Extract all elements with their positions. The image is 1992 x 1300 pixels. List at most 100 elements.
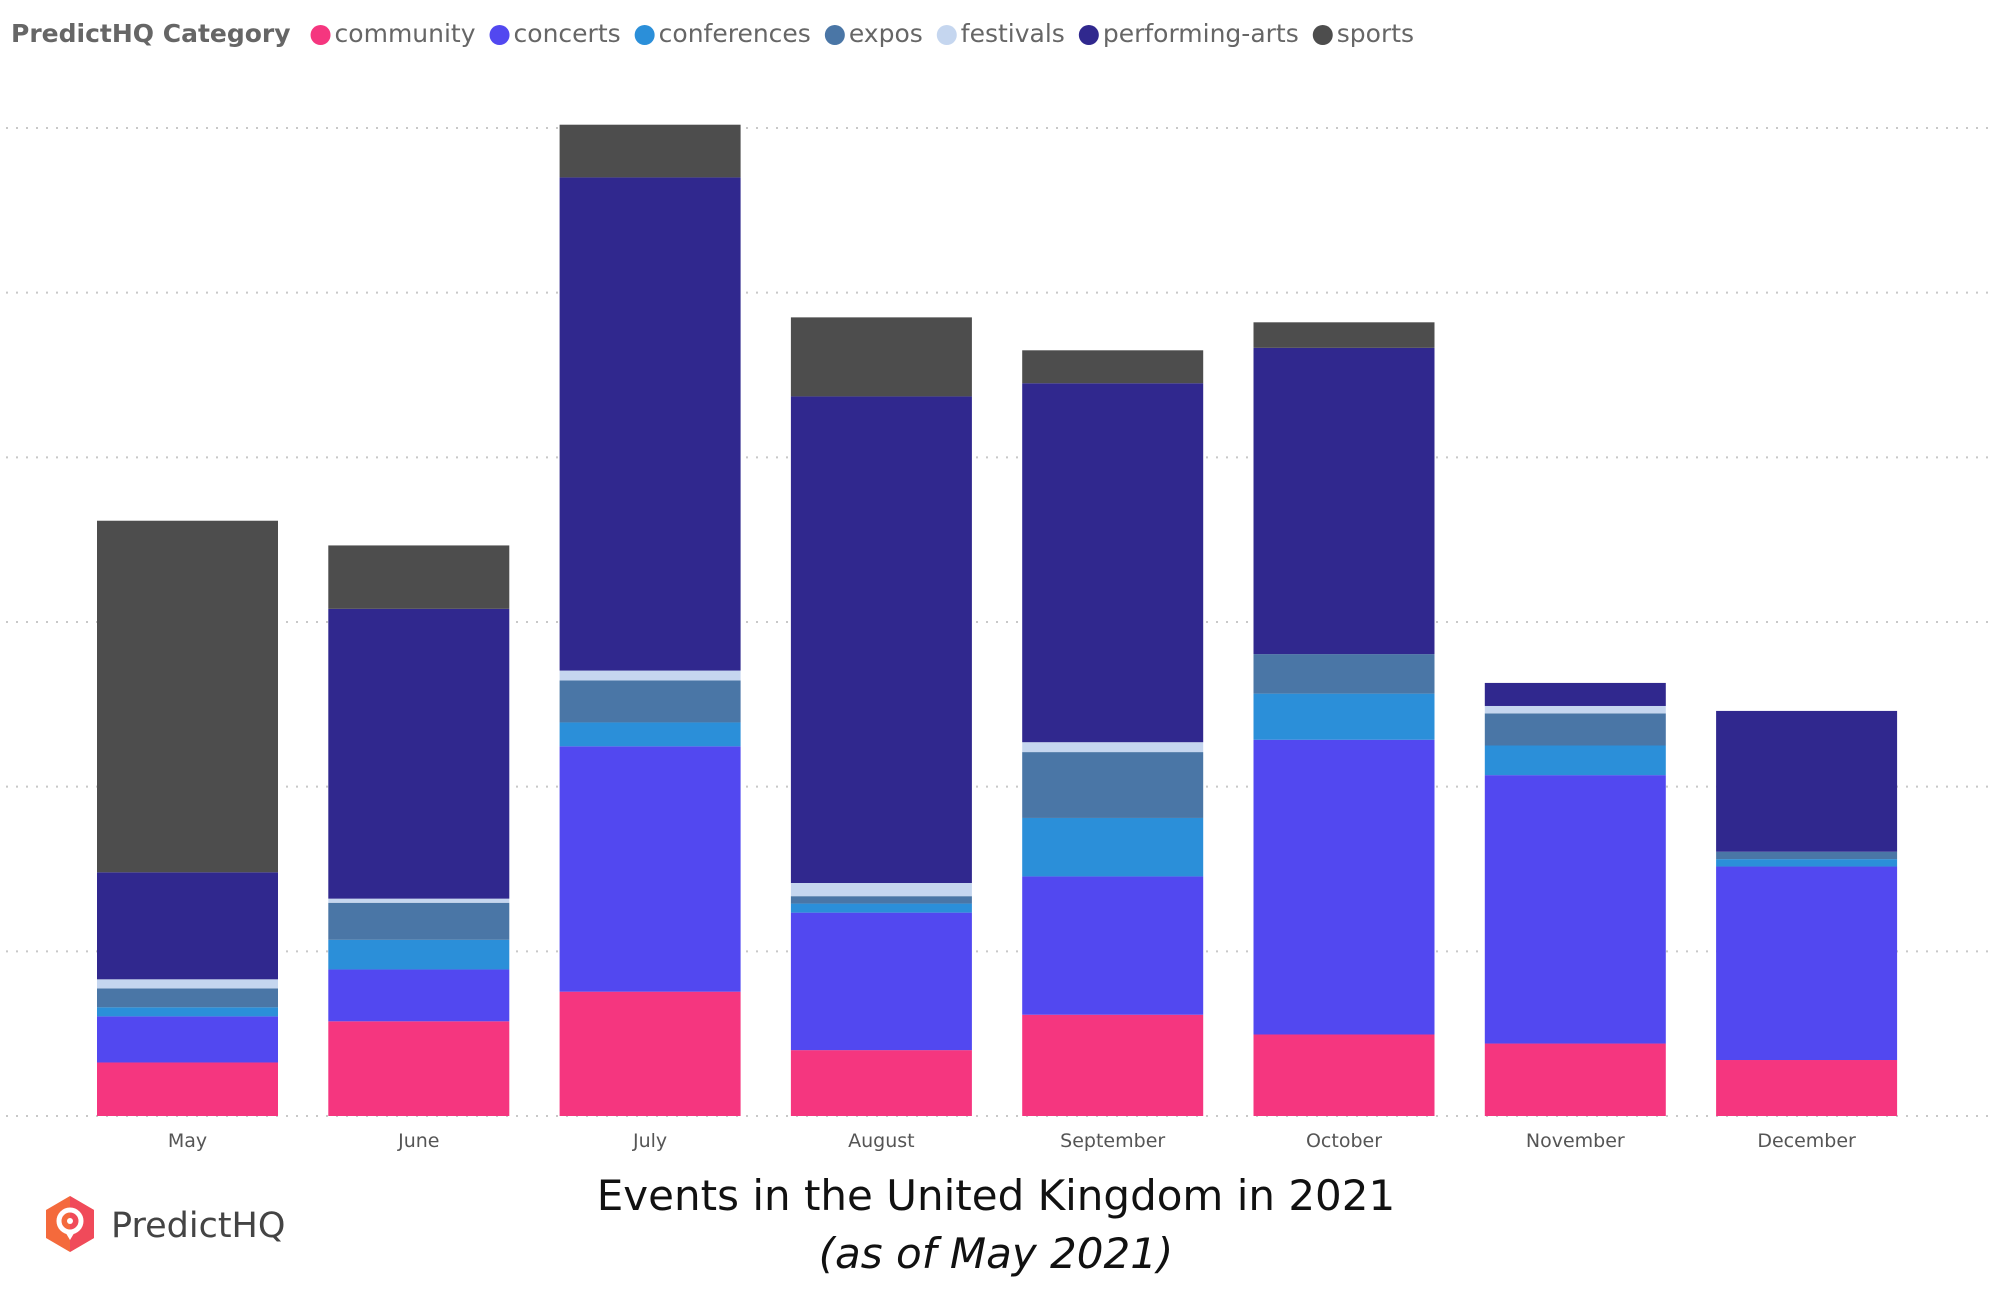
legend-label: community <box>335 19 476 48</box>
bar-segment-sports[interactable] <box>1253 322 1435 348</box>
bar-segment-sports[interactable] <box>328 545 510 609</box>
x-tick-label: October <box>1306 1130 1382 1152</box>
bar-segment-concerts[interactable] <box>559 746 741 992</box>
bar-group-october <box>1253 322 1435 1116</box>
x-tick-label: June <box>397 1130 439 1152</box>
bar-segment-sports[interactable] <box>559 124 741 178</box>
legend-marker-icon <box>824 25 845 45</box>
bar-segment-conferences[interactable] <box>1716 859 1898 867</box>
legend-label: concerts <box>514 19 621 48</box>
chart-title: Events in the United Kingdom in 2021 <box>597 1171 1395 1220</box>
bar-segment-concerts[interactable] <box>1484 775 1666 1044</box>
bar-segment-conferences[interactable] <box>1484 745 1666 776</box>
bar-segment-community[interactable] <box>328 1021 510 1116</box>
bar-segment-expos[interactable] <box>97 988 278 1008</box>
bar-segment-expos[interactable] <box>1716 851 1898 860</box>
legend-item-sports[interactable]: sports <box>1312 19 1414 48</box>
bar-segment-performing-arts[interactable] <box>97 872 278 980</box>
bar-segment-expos[interactable] <box>1253 654 1435 694</box>
x-tick-label: December <box>1757 1130 1856 1152</box>
bar-segment-expos[interactable] <box>1484 713 1666 746</box>
predicthq-logo-icon <box>46 1196 94 1252</box>
bar-segment-conferences[interactable] <box>97 1007 278 1017</box>
bar-segment-festivals[interactable] <box>97 979 278 989</box>
bar-group-december <box>1716 710 1898 1116</box>
bar-segment-community[interactable] <box>559 991 741 1116</box>
legend-marker-icon <box>1312 25 1333 45</box>
brand: PredictHQ <box>46 1196 285 1252</box>
bar-segment-expos[interactable] <box>790 896 972 904</box>
bar-segment-concerts[interactable] <box>1022 876 1204 1015</box>
bar-segment-community[interactable] <box>97 1062 278 1116</box>
bar-segment-concerts[interactable] <box>328 969 510 1022</box>
bar-segment-community[interactable] <box>1716 1060 1898 1116</box>
bar-segment-expos[interactable] <box>559 680 741 723</box>
bar-segment-festivals[interactable] <box>559 670 741 681</box>
bar-segment-concerts[interactable] <box>790 912 972 1051</box>
legend-item-conferences[interactable]: conferences <box>634 19 811 48</box>
legend-item-concerts[interactable]: concerts <box>489 19 621 48</box>
legend-marker-icon <box>489 25 510 45</box>
bar-segment-concerts[interactable] <box>1253 739 1435 1035</box>
legend-item-festivals[interactable]: festivals <box>936 19 1065 48</box>
bar-segment-concerts[interactable] <box>1716 866 1898 1061</box>
bar-segment-festivals[interactable] <box>1022 742 1204 753</box>
bar-segment-festivals[interactable] <box>790 882 972 897</box>
bar-segment-concerts[interactable] <box>97 1016 278 1063</box>
bar-group-june <box>328 545 510 1116</box>
legend-marker-icon <box>634 25 655 45</box>
bar-group-november <box>1484 682 1666 1116</box>
x-tick-label: July <box>632 1130 667 1152</box>
legend-item-expos[interactable]: expos <box>824 19 923 48</box>
bar-segment-sports[interactable] <box>1022 350 1204 384</box>
x-tick-label: September <box>1060 1130 1165 1152</box>
chart-subtitle: (as of May 2021) <box>819 1229 1174 1278</box>
bar-segment-performing-arts[interactable] <box>790 396 972 883</box>
bar-segment-expos[interactable] <box>328 902 510 940</box>
bar-segment-sports[interactable] <box>97 520 278 873</box>
bar-segment-conferences[interactable] <box>559 722 741 747</box>
legend-marker-icon <box>1078 25 1099 45</box>
bar-segment-expos[interactable] <box>1022 752 1204 818</box>
legend-item-performing-arts[interactable]: performing-arts <box>1078 19 1299 48</box>
bar-segment-community[interactable] <box>1484 1043 1666 1116</box>
bar-segment-performing-arts[interactable] <box>1716 710 1898 852</box>
legend-label: conferences <box>659 19 811 48</box>
bar-group-may <box>97 520 278 1116</box>
x-tick-label: August <box>848 1130 915 1152</box>
bar-segment-sports[interactable] <box>790 317 972 397</box>
x-tick-label: November <box>1526 1130 1625 1152</box>
bar-segment-community[interactable] <box>1022 1014 1204 1116</box>
legend-label: performing-arts <box>1103 19 1299 48</box>
bar-segment-conferences[interactable] <box>328 939 510 970</box>
bar-segment-conferences[interactable] <box>1022 817 1204 877</box>
legend-item-community[interactable]: community <box>310 19 476 48</box>
x-axis-ticks: May June July August September October Novembe… <box>168 1130 1856 1152</box>
x-tick-label: May <box>168 1130 207 1152</box>
bar-segment-performing-arts[interactable] <box>328 608 510 899</box>
bar-segment-performing-arts[interactable] <box>1484 682 1666 706</box>
bars <box>97 124 1898 1116</box>
bar-segment-performing-arts[interactable] <box>559 177 741 671</box>
bar-group-august <box>790 317 972 1116</box>
bar-segment-conferences[interactable] <box>790 903 972 913</box>
bar-segment-community[interactable] <box>790 1050 972 1116</box>
legend-label: festivals <box>961 19 1065 48</box>
bar-group-july <box>559 124 741 1116</box>
bar-segment-performing-arts[interactable] <box>1022 383 1204 743</box>
bar-segment-community[interactable] <box>1253 1034 1435 1116</box>
bar-segment-festivals[interactable] <box>328 898 510 903</box>
bar-segment-conferences[interactable] <box>1253 693 1435 740</box>
legend-label: sports <box>1337 19 1414 48</box>
bar-segment-performing-arts[interactable] <box>1253 347 1435 655</box>
gridlines <box>6 127 1990 1117</box>
bar-group-september <box>1022 350 1204 1116</box>
legend-title: PredictHQ Category <box>11 19 291 48</box>
legend-label: expos <box>849 19 923 48</box>
legend-marker-icon <box>310 25 331 45</box>
legend-marker-icon <box>936 25 957 45</box>
brand-name: PredictHQ <box>111 1206 285 1246</box>
legend: PredictHQ Category community concerts conf… <box>11 19 1414 48</box>
bar-segment-festivals[interactable] <box>1484 705 1666 714</box>
